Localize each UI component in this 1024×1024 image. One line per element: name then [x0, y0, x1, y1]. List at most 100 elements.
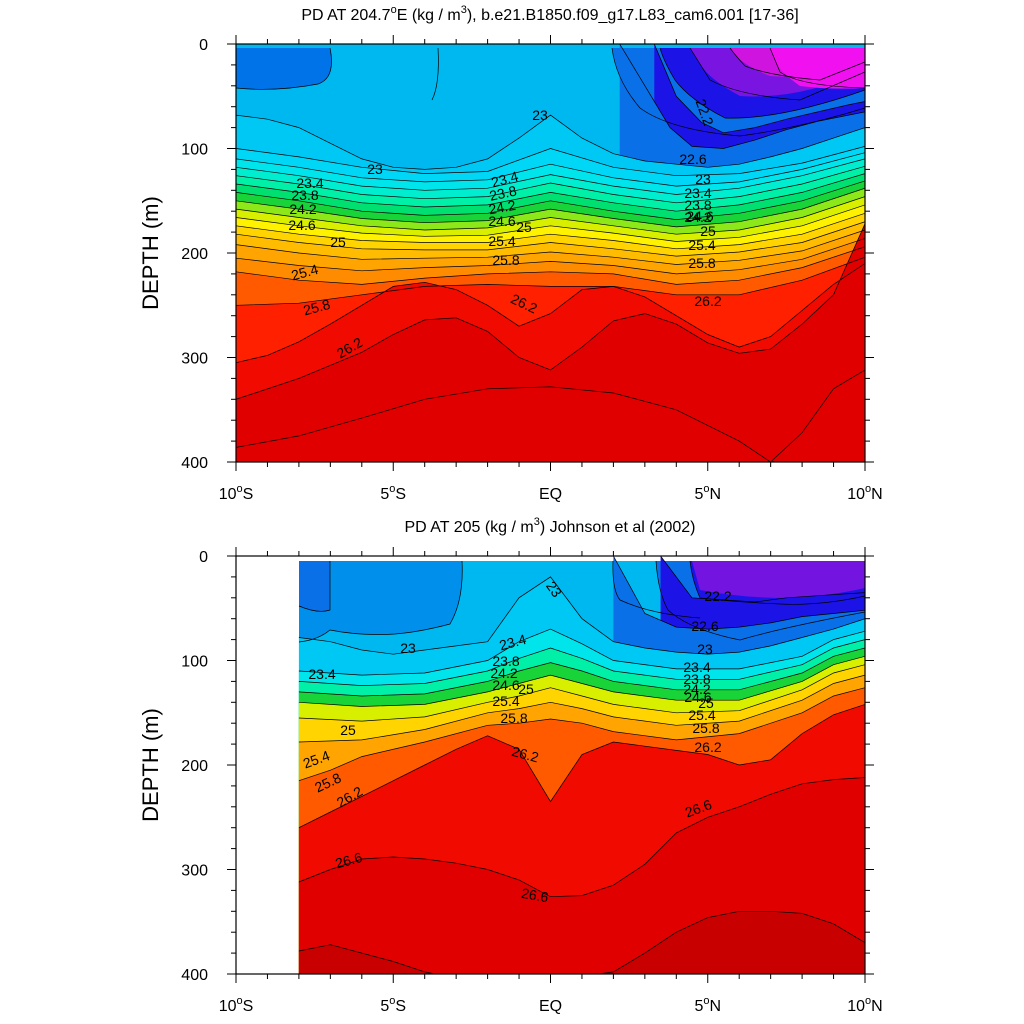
- contour-label: 24.6: [488, 213, 515, 229]
- contour-label: 25: [516, 219, 532, 235]
- x-tick-label: 10oS: [219, 483, 254, 503]
- contour-line: [236, 196, 865, 235]
- density-band: [236, 223, 865, 462]
- x-tick-label: 10oS: [219, 995, 254, 1015]
- contour-label: 24.6: [492, 677, 519, 693]
- contour-line: [689, 47, 865, 101]
- density-fill: [236, 44, 865, 462]
- contour-line: [298, 560, 463, 643]
- panel-top: PD AT 204.7oE (kg / m3), b.e21.B1850.f09…: [138, 4, 883, 503]
- y-tick-label: 100: [181, 654, 208, 671]
- x-tick-label: 5oS: [380, 995, 406, 1015]
- contour-label: 23.8: [492, 653, 519, 669]
- contour-label: 25.4: [289, 261, 320, 284]
- contour-line: [298, 561, 331, 612]
- contour-label: 26.2: [694, 293, 721, 309]
- contour-label: 23.8: [683, 671, 710, 687]
- contour-label: 24.2: [487, 197, 517, 218]
- contour-label: 25.4: [488, 233, 515, 249]
- contour-labels: 23 23 22.2 22.6 23.4 23.4 23.8 24.2 24.6…: [301, 578, 732, 905]
- contour-line: [298, 647, 865, 697]
- contour-line: [298, 704, 865, 829]
- contour-label: 25.8: [500, 710, 527, 726]
- contour-label: 23.4: [489, 168, 520, 191]
- contour-line: [619, 44, 865, 149]
- isopycnal-bands: [298, 556, 865, 974]
- contour-lines: [298, 556, 865, 974]
- contour-label: 23.8: [291, 187, 318, 203]
- contour-line: [236, 369, 865, 462]
- contour-line: [298, 687, 865, 782]
- contour-label: 22.2: [704, 588, 731, 604]
- y-tick-label: 200: [181, 758, 208, 775]
- band-23-0-west: [299, 561, 463, 642]
- contour-line: [236, 47, 332, 90]
- y-axis-label: DEPTH (m): [138, 196, 163, 310]
- chart-title: PD AT 204.7oE (kg / m3), b.e21.B1850.f09…: [301, 4, 798, 24]
- contour-line: [236, 212, 865, 250]
- band-21-8: [692, 561, 865, 598]
- contour-line: [613, 556, 865, 630]
- contour-line: [236, 204, 865, 242]
- axes: 0 100 200 300 400 10oS 5oS EQ 5oN 10oN: [181, 547, 883, 1015]
- contour-label: 23.4: [683, 659, 710, 675]
- contour-label: 25: [698, 695, 714, 711]
- x-tick-label: 5oS: [380, 483, 406, 503]
- axes: 0 100 200 300 400 10oS 5oS EQ 5oN 10oN: [181, 35, 883, 503]
- contour-line: [236, 246, 865, 285]
- contour-label: 26.6: [520, 885, 550, 906]
- contour-label: 25.8: [692, 720, 719, 736]
- x-tick-label: 5oN: [694, 995, 721, 1015]
- contour-label: 23.4: [308, 666, 335, 682]
- y-tick-label: 0: [199, 37, 208, 54]
- contour-label: 25.4: [688, 707, 715, 723]
- density-band: [298, 911, 865, 974]
- contour-label: 25: [518, 681, 534, 697]
- x-tick-label: EQ: [539, 998, 562, 1015]
- x-tick-label: 5oN: [694, 483, 721, 503]
- contour-line: [298, 628, 865, 676]
- contour-line: [236, 158, 865, 195]
- contour-label: 22.6: [679, 151, 706, 167]
- contour-label: 26.2: [694, 739, 721, 755]
- band-22-6-west: [299, 561, 330, 612]
- x-tick-label: 10oN: [847, 995, 882, 1015]
- contour-line: [236, 256, 865, 306]
- x-tick-label: 10oN: [847, 483, 882, 503]
- contour-label: 23: [367, 161, 383, 177]
- contour-label: 23.4: [296, 175, 323, 191]
- y-tick-label: 400: [181, 455, 208, 472]
- contour-line: [660, 556, 865, 603]
- contour-line: [653, 44, 865, 134]
- contour-line: [729, 47, 865, 81]
- contour-label: 24.2: [490, 665, 517, 681]
- y-tick-label: 100: [181, 142, 208, 159]
- x-tick-label: EQ: [539, 486, 562, 503]
- contour-label: 25.8: [301, 296, 332, 319]
- contour-label: 25: [700, 223, 716, 239]
- contour-line: [431, 47, 439, 101]
- contour-line: [689, 560, 865, 605]
- contour-line: [236, 173, 865, 212]
- contour-plot-area: 23 23 22.2 22.6 23.4 23.4 23.8 24.2 24.6…: [298, 556, 865, 974]
- contour-label: 22.6: [691, 618, 718, 634]
- contour-label: 25.8: [688, 255, 715, 271]
- contour-line: [298, 777, 865, 898]
- contour-label: 25.4: [492, 693, 519, 709]
- contour-line: [236, 263, 865, 364]
- isopycnal-bands: [236, 44, 865, 462]
- contour-label: 23: [532, 107, 548, 123]
- contour-line: [236, 238, 865, 275]
- contour-label: 23.4: [497, 631, 528, 654]
- contour-lines: [236, 44, 865, 462]
- panel-bottom: PD AT 205 (kg / m3) Johnson et al (2002)…: [138, 516, 883, 1015]
- y-tick-label: 300: [181, 863, 208, 880]
- contour-line: [298, 664, 865, 722]
- contour-label: 24.6: [288, 217, 315, 233]
- contour-label: 24.6: [686, 208, 713, 224]
- contour-line: [298, 674, 865, 743]
- contour-label: 24.2: [683, 681, 710, 697]
- contour-line: [611, 47, 865, 137]
- contour-label: 25.8: [492, 252, 519, 268]
